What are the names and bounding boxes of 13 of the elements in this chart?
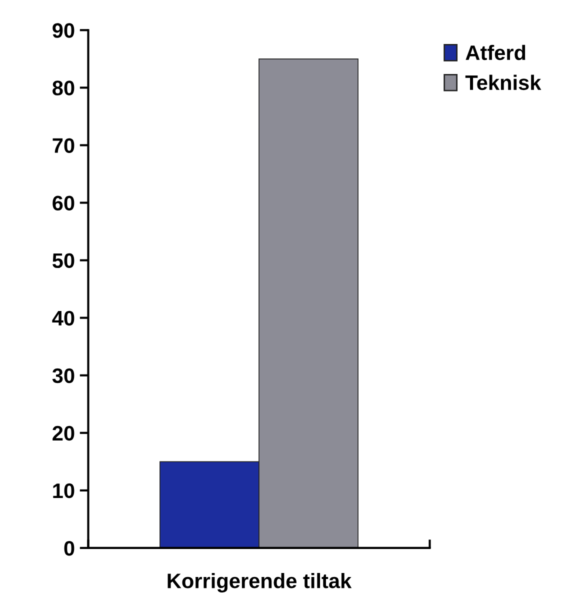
y-tick-label: 0 (64, 540, 74, 556)
y-tick-label: 20 (52, 426, 74, 441)
legend-label: Atferd (466, 44, 526, 60)
legend-label: Teknisk (465, 74, 542, 90)
y-tick-label: 40 (52, 310, 74, 326)
y-tick-label: 80 (52, 80, 74, 96)
y-tick-label: 90 (52, 23, 74, 38)
y-tick-label: 50 (52, 253, 74, 268)
y-tick-label: 10 (53, 483, 74, 498)
y-tick-label: 70 (52, 138, 74, 153)
y-tick-label: 60 (52, 196, 74, 210)
x-tick-label: Korrigerende tiltak (168, 572, 352, 592)
y-tick-label: 30 (52, 368, 74, 384)
